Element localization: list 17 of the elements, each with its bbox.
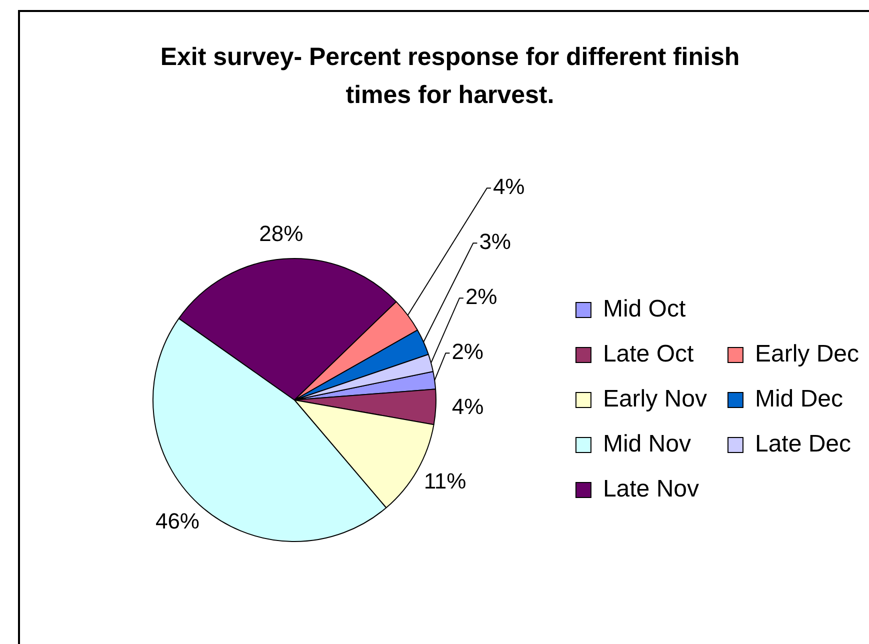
- legend-label: Mid Oct: [602, 296, 686, 323]
- legend-label: Late Oct: [602, 340, 694, 368]
- legend-label: Early Nov: [602, 386, 707, 413]
- legend-label: Early Dec: [754, 340, 860, 368]
- chart-title: Exit survey- Percent response for different finish times for harvest.: [159, 42, 741, 111]
- data-label: 3%: [479, 229, 511, 254]
- data-label: 46%: [155, 508, 200, 534]
- data-label: 2%: [465, 284, 498, 310]
- data-label: 4%: [492, 174, 525, 200]
- data-label: 4%: [452, 394, 484, 420]
- data-label: 11%: [424, 468, 466, 494]
- legend-label: Mid Dec: [754, 386, 844, 413]
- data-label: 28%: [259, 221, 304, 246]
- legend-label: Mid Nov: [602, 430, 691, 458]
- legend-label: Late Nov: [602, 476, 700, 503]
- data-label: 2%: [452, 339, 484, 364]
- legend-label: Late Dec: [754, 430, 852, 458]
